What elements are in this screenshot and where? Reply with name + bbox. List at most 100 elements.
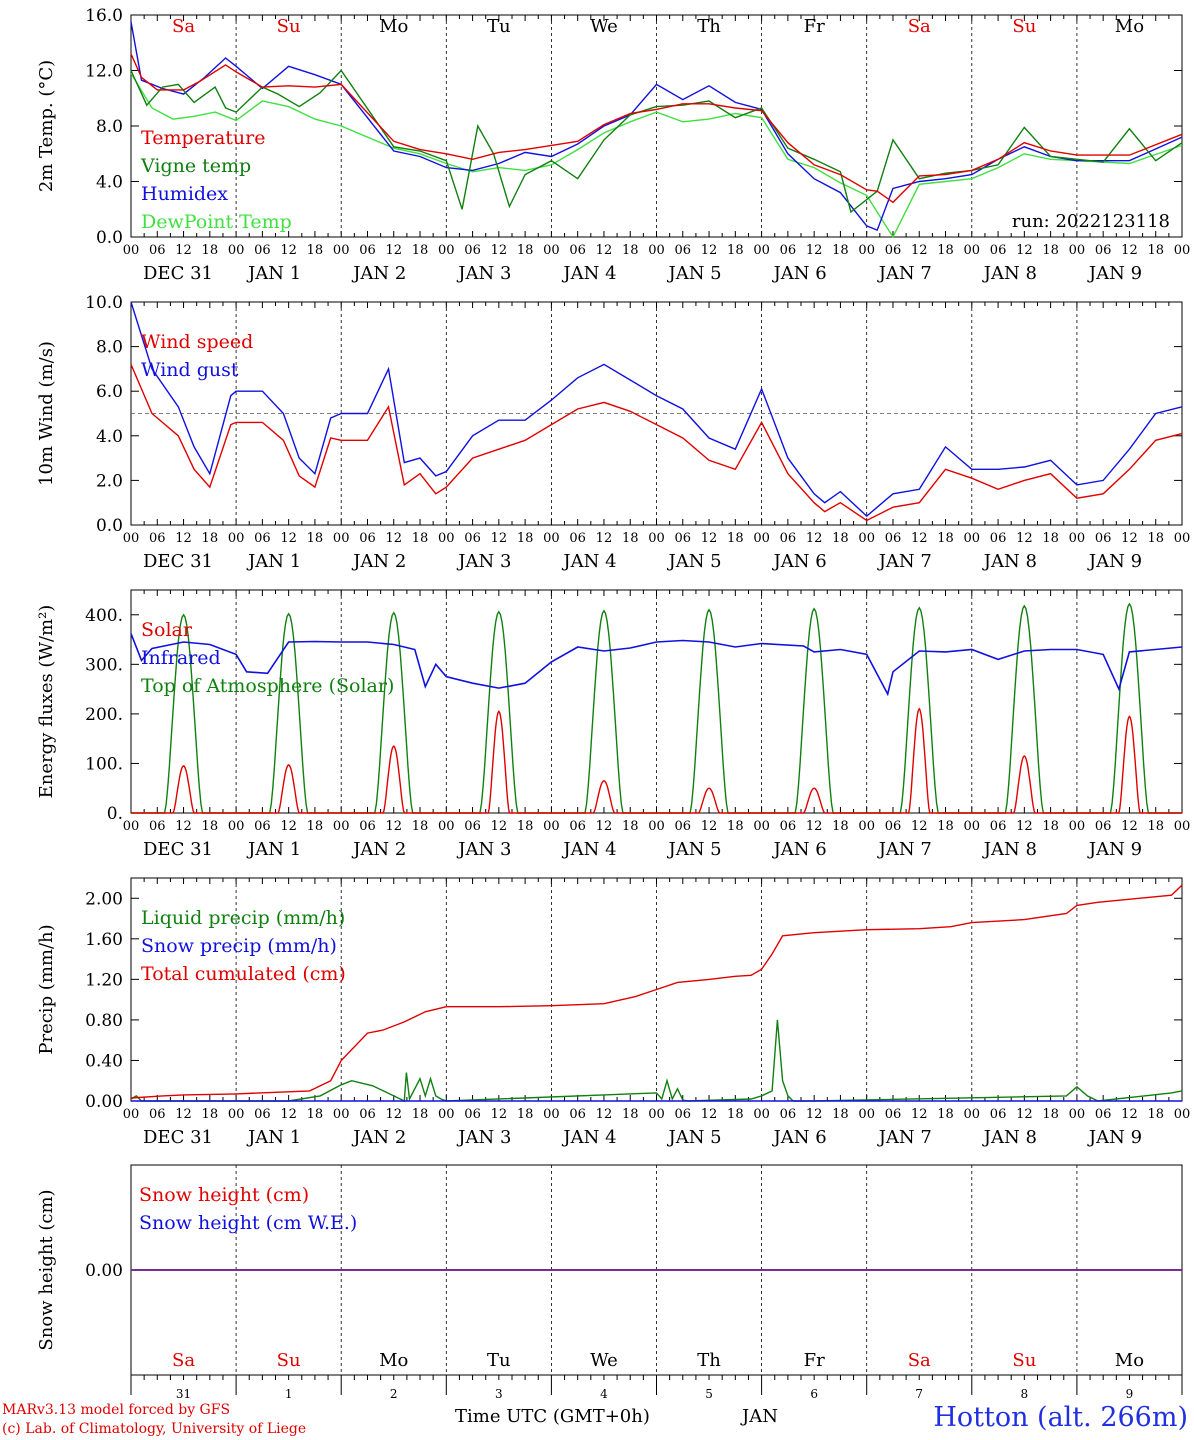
y-tick-label: 4.0 xyxy=(96,173,123,193)
hour-tick-label: 06 xyxy=(149,1107,166,1122)
date-label: JAN 4 xyxy=(561,1127,616,1148)
hour-tick-label: 18 xyxy=(202,531,219,546)
day-number: 3 xyxy=(495,1387,503,1401)
hour-tick-label: 00 xyxy=(753,243,770,258)
hour-tick-label: 12 xyxy=(385,819,402,834)
hour-tick-label: 00 xyxy=(333,1107,350,1122)
hour-tick-label: 12 xyxy=(1121,243,1138,258)
hour-tick-label: 18 xyxy=(622,819,639,834)
hour-tick-label: 18 xyxy=(1042,243,1059,258)
date-label: JAN 4 xyxy=(561,551,616,572)
hour-tick-label: 00 xyxy=(648,531,665,546)
hour-tick-label: 12 xyxy=(701,531,718,546)
legend-entry: Humidex xyxy=(141,183,228,205)
hour-tick-label: 18 xyxy=(1147,243,1164,258)
hour-tick-label: 00 xyxy=(228,243,245,258)
hour-tick-label: 06 xyxy=(780,819,797,834)
date-label: JAN 8 xyxy=(982,1127,1037,1148)
series-line xyxy=(130,884,1183,1099)
series-line xyxy=(130,301,1183,518)
legend-entry: Total cumulated (cm) xyxy=(141,963,346,985)
hour-tick-label: 06 xyxy=(1095,531,1112,546)
hour-tick-label: 12 xyxy=(911,243,928,258)
day-number: 6 xyxy=(810,1387,818,1401)
hour-tick-label: 06 xyxy=(569,819,586,834)
hour-tick-label: 06 xyxy=(780,1107,797,1122)
hour-tick-label: 00 xyxy=(438,819,455,834)
hour-tick-label: 18 xyxy=(727,1107,744,1122)
hour-tick-label: 18 xyxy=(1042,1107,1059,1122)
hour-tick-label: 06 xyxy=(464,531,481,546)
series-line xyxy=(130,69,1183,214)
legend-entry: Liquid precip (mm/h) xyxy=(141,907,345,929)
series-line xyxy=(131,707,1182,814)
date-label: DEC 31 xyxy=(143,551,213,572)
weekday-label: Mo xyxy=(379,16,408,37)
y-tick-label: 300. xyxy=(85,655,123,675)
hour-tick-label: 18 xyxy=(727,243,744,258)
panel-2: 0.0 2.0 4.0 6.0 8.0 10.0 10m Wind (m/s) 00 06 12 1… xyxy=(36,293,1190,572)
date-label: JAN 7 xyxy=(877,839,932,860)
weekday-label: Su xyxy=(277,1350,301,1371)
hour-tick-label: 00 xyxy=(1174,819,1191,834)
y-tick-label: 10.0 xyxy=(85,293,123,313)
hour-tick-label: 00 xyxy=(753,1107,770,1122)
date-label: JAN 2 xyxy=(351,839,406,860)
hour-tick-label: 12 xyxy=(280,531,297,546)
hour-tick-label: 06 xyxy=(675,531,692,546)
weekday-label: We xyxy=(590,1350,618,1371)
hour-tick-label: 18 xyxy=(1042,819,1059,834)
hour-tick-label: 00 xyxy=(333,819,350,834)
day-number: 31 xyxy=(176,1387,191,1401)
y-tick-label: 4.0 xyxy=(96,427,123,447)
hour-tick-label: 06 xyxy=(149,819,166,834)
date-label: JAN 6 xyxy=(772,1127,827,1148)
day-number: 9 xyxy=(1126,1387,1134,1401)
hour-tick-label: 00 xyxy=(858,1107,875,1122)
hour-tick-label: 12 xyxy=(1016,1107,1033,1122)
date-label: JAN 8 xyxy=(982,263,1037,284)
date-label: JAN 4 xyxy=(561,839,616,860)
weekday-label: Th xyxy=(697,16,721,37)
hour-tick-label: 00 xyxy=(753,819,770,834)
weekday-label: Fr xyxy=(804,1350,825,1371)
weekday-label: Sa xyxy=(908,1350,931,1371)
hour-tick-label: 18 xyxy=(412,1107,429,1122)
hour-tick-label: 18 xyxy=(832,531,849,546)
hour-tick-label: 00 xyxy=(438,531,455,546)
hour-tick-label: 18 xyxy=(412,819,429,834)
legend-entry: Infrared xyxy=(141,647,221,669)
date-label: JAN 9 xyxy=(1087,263,1142,284)
hour-tick-label: 18 xyxy=(1147,531,1164,546)
hour-tick-label: 18 xyxy=(832,819,849,834)
date-label: JAN 1 xyxy=(246,1127,301,1148)
y-tick-label: 2.0 xyxy=(96,471,123,491)
hour-tick-label: 12 xyxy=(1016,243,1033,258)
hour-tick-label: 18 xyxy=(937,531,954,546)
hour-tick-label: 06 xyxy=(569,243,586,258)
hour-tick-label: 18 xyxy=(307,243,324,258)
y-tick-label: 1.20 xyxy=(85,970,123,990)
hour-tick-label: 00 xyxy=(123,531,140,546)
plot-frame xyxy=(130,589,1183,814)
date-label: JAN 5 xyxy=(667,551,722,572)
hour-tick-label: 18 xyxy=(517,1107,534,1122)
hour-tick-label: 12 xyxy=(596,243,613,258)
hour-tick-label: 12 xyxy=(596,819,613,834)
x-axis-label: Time UTC (GMT+0h) xyxy=(455,1406,650,1427)
hour-tick-label: 00 xyxy=(543,531,560,546)
hour-tick-label: 06 xyxy=(359,243,376,258)
hour-tick-label: 00 xyxy=(964,1107,981,1122)
date-label: JAN 3 xyxy=(456,263,511,284)
hour-tick-label: 12 xyxy=(491,1107,508,1122)
legend-entry: Vigne temp xyxy=(140,155,251,177)
hour-tick-label: 00 xyxy=(1069,1107,1086,1122)
legend-entry: DewPoint Temp xyxy=(141,211,292,233)
hour-tick-label: 18 xyxy=(517,243,534,258)
date-label: JAN 6 xyxy=(772,551,827,572)
series-line xyxy=(130,633,1183,697)
y-tick-label: 0.00 xyxy=(85,1261,123,1281)
legend-entry: Snow height (cm) xyxy=(139,1184,309,1206)
hour-tick-label: 06 xyxy=(885,819,902,834)
hour-tick-label: 06 xyxy=(675,1107,692,1122)
